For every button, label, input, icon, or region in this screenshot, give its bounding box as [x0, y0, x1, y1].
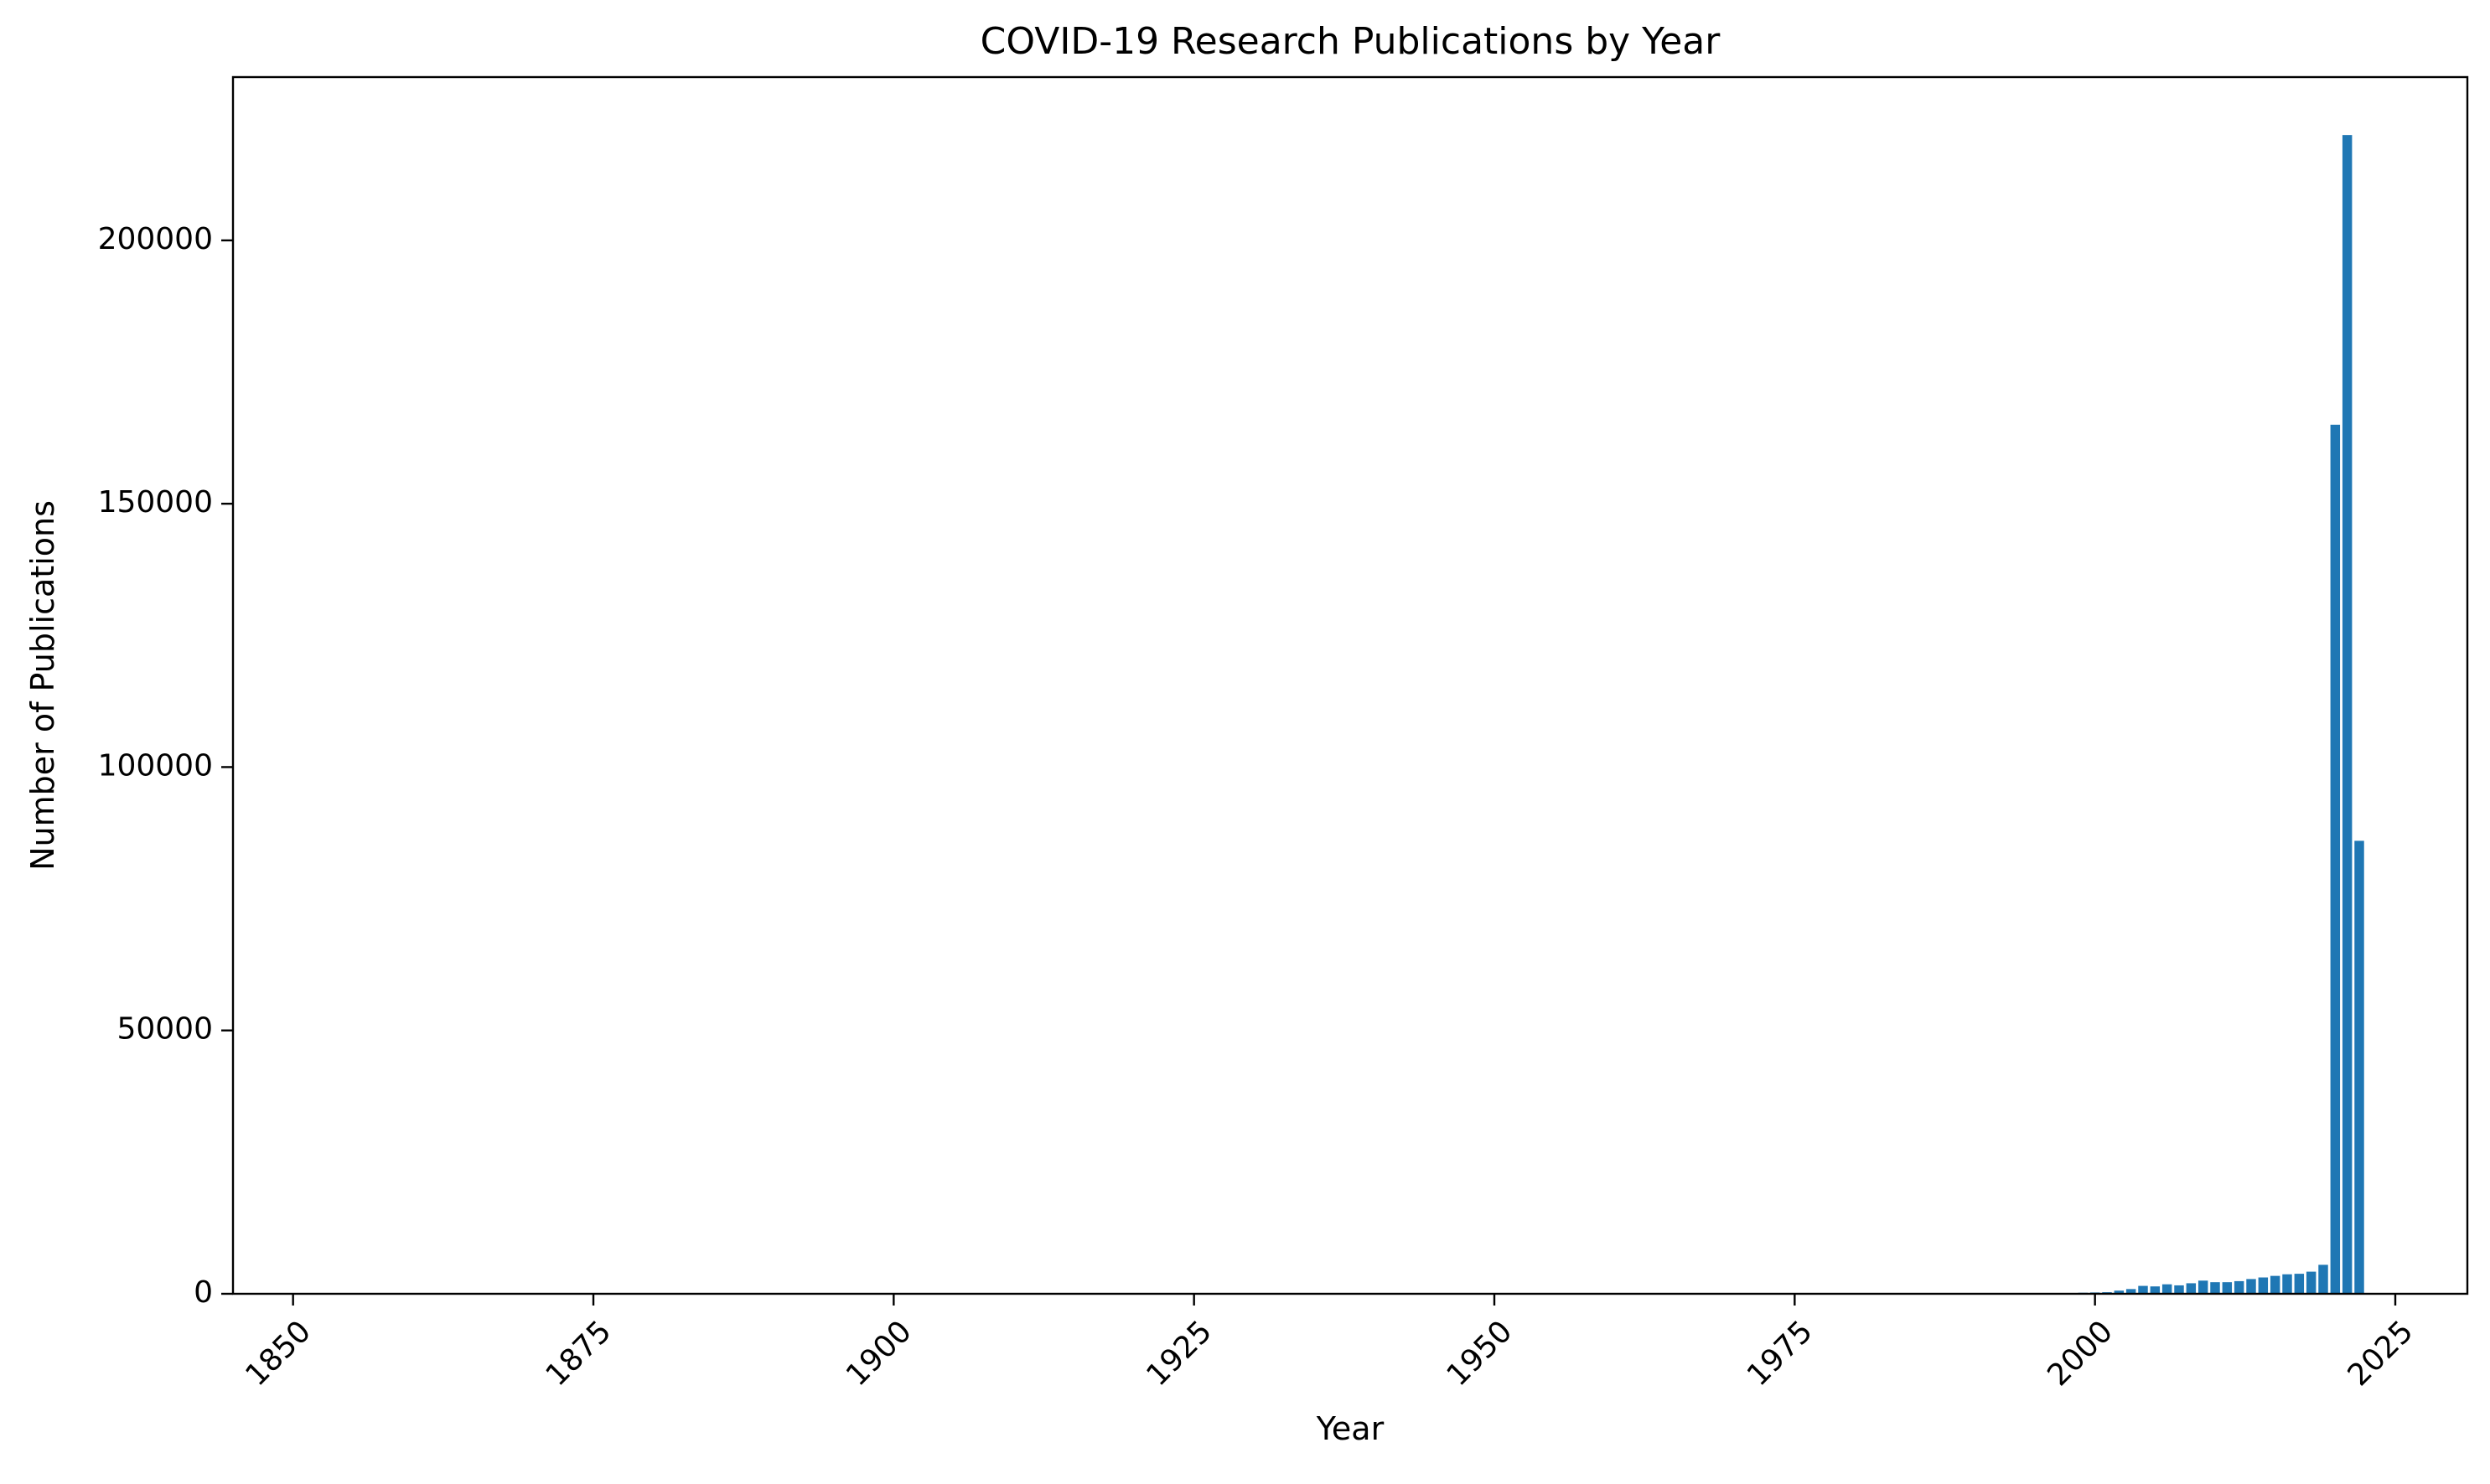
- bar-2006: [2162, 1285, 2172, 1294]
- y-tick-label: 0: [194, 1275, 213, 1310]
- bar-2021: [2342, 135, 2352, 1294]
- bar-2015: [2270, 1276, 2280, 1294]
- bar-2009: [2198, 1280, 2208, 1294]
- x-axis-label: Year: [1316, 1410, 1385, 1447]
- y-axis-label: Number of Publications: [24, 500, 61, 871]
- y-tick-label: 200000: [98, 222, 213, 256]
- bar-2004: [2138, 1286, 2147, 1294]
- bar-2005: [2151, 1286, 2160, 1294]
- bar-2022: [2354, 840, 2363, 1294]
- bar-2017: [2295, 1274, 2304, 1294]
- y-tick-label: 100000: [98, 748, 213, 783]
- bar-2019: [2318, 1264, 2327, 1294]
- bar-2012: [2234, 1281, 2244, 1294]
- bar-2020: [2331, 425, 2340, 1294]
- chart-title: COVID-19 Research Publications by Year: [981, 20, 1721, 63]
- bar-2011: [2223, 1282, 2232, 1294]
- bar-2010: [2210, 1282, 2219, 1294]
- bar-2013: [2246, 1279, 2255, 1294]
- bar-2014: [2259, 1278, 2268, 1294]
- bar-2008: [2187, 1283, 2196, 1294]
- bar-2016: [2282, 1275, 2291, 1294]
- y-tick-label: 150000: [98, 485, 213, 520]
- bar-2018: [2306, 1272, 2316, 1294]
- bar-2007: [2174, 1285, 2183, 1294]
- y-tick-label: 50000: [116, 1012, 213, 1047]
